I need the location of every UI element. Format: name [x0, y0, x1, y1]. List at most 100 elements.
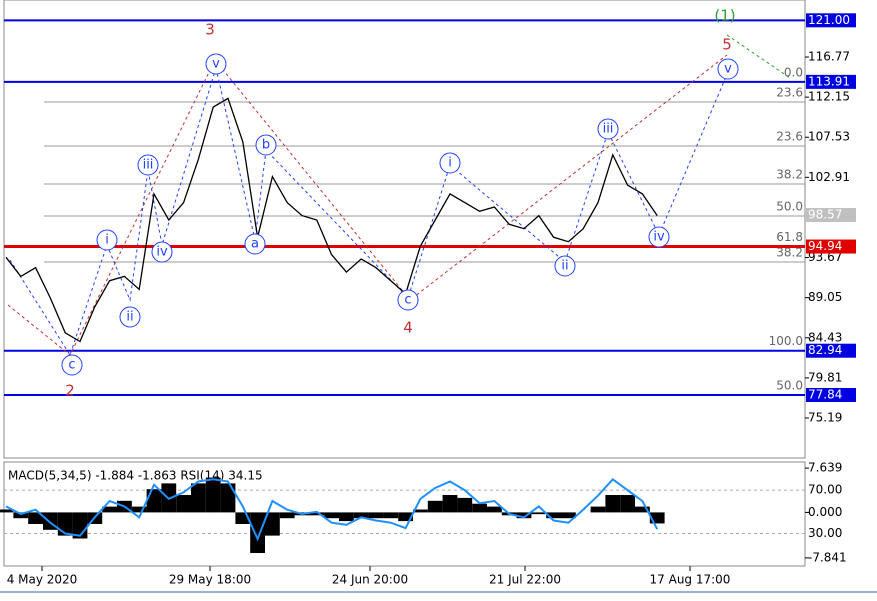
wave-circle	[61, 354, 83, 376]
macd-bar	[220, 483, 236, 513]
x-tick-label: 24 Jun 20:00	[332, 573, 408, 587]
macd-bar	[279, 512, 295, 519]
macd-bar	[205, 477, 221, 513]
y-tick-label: 84.43	[808, 330, 842, 344]
fib-label: 38.2	[776, 168, 803, 182]
wave-number: (1)	[714, 7, 735, 25]
fib-label: 50.0	[776, 199, 803, 213]
wave-line	[7, 54, 728, 356]
wave-circle	[439, 152, 461, 174]
indicator-title: MACD(5,34,5) -1.884 -1.863 RSI(14) 34.15	[8, 469, 263, 483]
macd-bar	[191, 483, 206, 513]
macd-bar	[146, 489, 162, 513]
fib-label: 38.2	[776, 245, 803, 259]
wave-circle	[244, 233, 266, 255]
last-price-box	[806, 208, 856, 223]
wave-circle	[137, 154, 159, 176]
wave-label: v	[724, 62, 732, 77]
wave-label: c	[404, 293, 411, 308]
y-tick-label: 107.53	[808, 130, 850, 144]
wave-label: i	[105, 233, 109, 248]
y-tick-label: 30.00	[808, 526, 842, 540]
macd-bar	[176, 495, 191, 513]
fib-label: 100.0	[769, 334, 803, 348]
y-tick-label: 93.67	[808, 250, 842, 264]
wave-label: b	[262, 138, 270, 153]
wave-circle	[554, 255, 576, 277]
y-tick-label: 102.91	[808, 170, 850, 184]
wave-circle	[96, 229, 118, 251]
price-line	[5, 97, 658, 343]
macd-bar	[516, 512, 532, 519]
fib-label: 23.6	[776, 130, 803, 144]
macd-bar	[13, 512, 29, 519]
macd-bar	[250, 512, 265, 554]
wave-circle	[151, 241, 173, 263]
wave-label: iii	[143, 158, 154, 173]
macd-bar	[649, 512, 665, 524]
macd-bar	[605, 495, 621, 513]
level-label: 113.91	[808, 74, 850, 88]
level-box	[806, 74, 856, 89]
level-label: 77.84	[808, 387, 842, 401]
macd-bar	[131, 506, 147, 513]
macd-bar	[353, 512, 369, 519]
macd-bar	[620, 495, 635, 513]
macd-bar	[546, 512, 561, 519]
x-tick-label: 4 May 2020	[7, 573, 78, 587]
y-tick-label: 89.05	[808, 290, 842, 304]
y-tick-label: 112.15	[808, 90, 850, 104]
wave-label: ii	[561, 259, 568, 274]
macd-bar	[487, 506, 502, 513]
wave-label: i	[448, 156, 452, 171]
macd-bar	[590, 506, 606, 513]
wave-label: iv	[653, 230, 665, 245]
y-tick-label: -7.841	[808, 550, 847, 564]
wave-label: v	[212, 57, 220, 72]
y-tick-label: 79.81	[808, 370, 842, 384]
wave-circle	[648, 226, 670, 248]
x-tick-label: 17 Aug 17:00	[650, 573, 731, 587]
x-tick-label: 21 Jul 22:00	[489, 573, 561, 587]
macd-bar	[324, 512, 339, 519]
wave-line	[726, 34, 791, 79]
level-label: 82.94	[808, 343, 842, 357]
wave-circle	[119, 306, 141, 328]
macd-bar	[413, 509, 428, 513]
indicator-frame	[3, 461, 806, 567]
macd-bar	[0, 509, 14, 513]
x-tick-label: 29 May 18:00	[169, 573, 251, 587]
macd-bar	[28, 512, 43, 525]
level-box	[806, 239, 856, 254]
fib-label: 23.6	[776, 85, 803, 99]
level-box	[806, 387, 856, 402]
wave-number: 3	[205, 21, 215, 39]
fib-label: 50.0	[776, 378, 803, 392]
rsi-line	[5, 477, 659, 542]
wave-label: ii	[126, 310, 133, 325]
macd-bar	[235, 512, 251, 525]
macd-bar	[383, 512, 399, 519]
fib-label: 0.0	[784, 65, 803, 79]
wave-circle	[205, 53, 227, 75]
level-label: 94.94	[808, 239, 842, 253]
wave-circle	[717, 58, 739, 80]
macd-bar	[339, 512, 354, 522]
macd-bar	[472, 503, 487, 513]
macd-bar	[102, 506, 117, 513]
y-tick-label: 116.77	[808, 50, 850, 64]
macd-bar	[427, 500, 443, 513]
y-tick-label: 70.00	[808, 483, 842, 497]
wave-label: c	[68, 358, 75, 373]
fib-label: 61.8	[776, 230, 803, 244]
level-box	[806, 343, 856, 358]
macd-bar	[265, 512, 280, 536]
macd-bar	[531, 512, 547, 515]
macd-bar	[457, 497, 473, 513]
macd-bar	[561, 512, 576, 519]
plot-frame	[3, 0, 806, 459]
level-label: 121.00	[808, 13, 850, 27]
macd-bar	[635, 506, 650, 513]
macd-bar	[309, 512, 325, 516]
